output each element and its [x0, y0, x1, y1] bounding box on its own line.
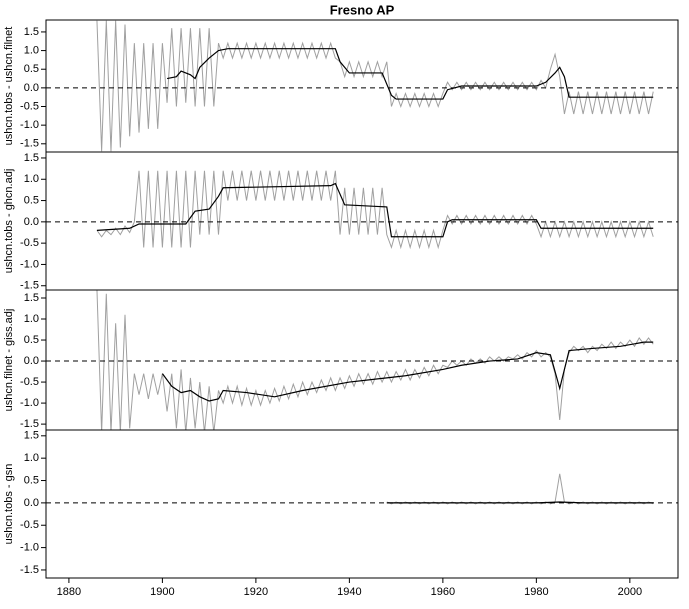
y-axis-label: ushcn.tobs - ghcn.adj — [3, 169, 15, 274]
series-line — [161, 341, 654, 402]
y-tick-label: 1.0 — [24, 452, 39, 464]
series-line — [96, 20, 654, 152]
plot-area — [46, 473, 678, 505]
series-line — [96, 182, 654, 238]
y-tick-label: 1.5 — [24, 292, 39, 304]
chart-title: Fresno AP — [330, 2, 395, 17]
y-tick-label: 1.5 — [24, 430, 39, 442]
y-tick-label: 0.5 — [24, 194, 39, 206]
y-tick-label: 0.0 — [24, 82, 39, 94]
x-tick-label: 1960 — [431, 586, 455, 598]
y-tick-label: -0.5 — [20, 100, 39, 112]
series-line — [166, 48, 654, 100]
y-tick-label: -1.5 — [20, 564, 39, 576]
x-tick-label: 1920 — [244, 586, 268, 598]
y-tick-label: -0.5 — [20, 519, 39, 531]
series-line — [96, 290, 654, 430]
y-tick-label: 1.5 — [24, 26, 39, 38]
plot-area — [46, 290, 678, 430]
y-tick-label: -1.5 — [20, 418, 39, 430]
panel-frame — [45, 429, 679, 579]
y-tick-label: -1.0 — [20, 119, 39, 131]
y-tick-label: -1.5 — [20, 280, 39, 292]
y-axis-label: ushcn.tobs - ushcn.filnet — [3, 27, 15, 146]
y-tick-label: -1.0 — [20, 397, 39, 409]
y-tick-label: 1.0 — [24, 173, 39, 185]
plot-area — [46, 20, 678, 152]
x-tick-label: 2000 — [618, 586, 642, 598]
x-tick-label: 1900 — [150, 586, 174, 598]
y-tick-label: 0.5 — [24, 474, 39, 486]
y-tick-label: -1.5 — [20, 138, 39, 150]
y-axis-label: ushcn.filnet - giss.adj — [3, 309, 15, 412]
y-tick-label: -0.5 — [20, 376, 39, 388]
x-tick-label: 1940 — [337, 586, 361, 598]
y-tick-label: 0.0 — [24, 216, 39, 228]
y-tick-label: -1.0 — [20, 542, 39, 554]
y-tick-label: 0.5 — [24, 63, 39, 75]
y-tick-label: 1.0 — [24, 44, 39, 56]
x-tick-label: 1980 — [524, 586, 548, 598]
x-tick-label: 1880 — [57, 586, 81, 598]
series-line — [96, 170, 654, 250]
y-tick-label: 1.5 — [24, 152, 39, 164]
y-tick-label: 0.0 — [24, 355, 39, 367]
y-tick-label: -1.0 — [20, 258, 39, 270]
y-tick-label: 0.0 — [24, 497, 39, 509]
y-tick-label: -0.5 — [20, 237, 39, 249]
y-axis-label: ushcn.tobs - gsn — [3, 464, 15, 545]
y-tick-label: 1.0 — [24, 313, 39, 325]
plot-area — [46, 170, 678, 250]
y-tick-label: 0.5 — [24, 334, 39, 346]
